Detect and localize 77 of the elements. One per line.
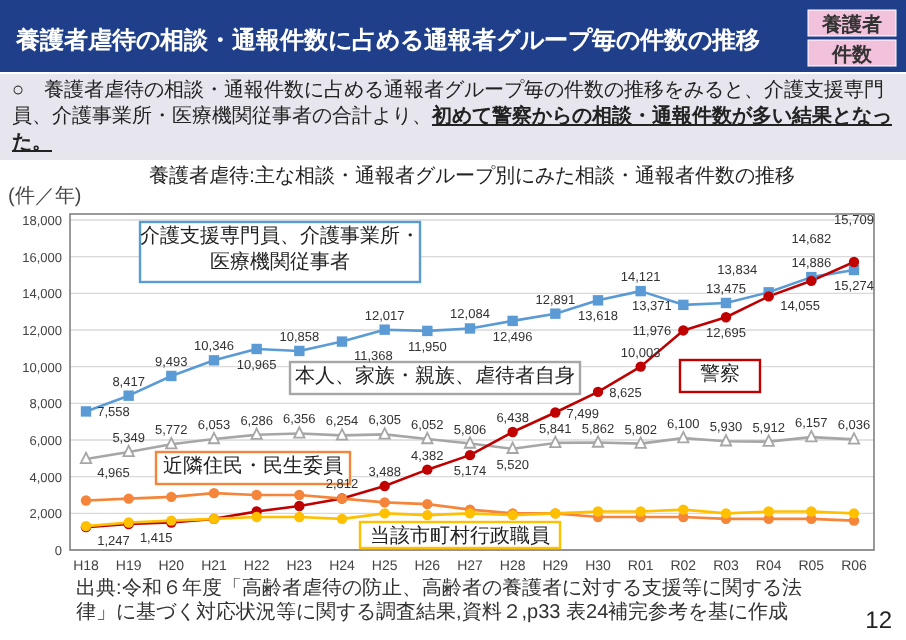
point: [422, 509, 433, 521]
point: [80, 495, 92, 506]
point: [251, 511, 262, 523]
point: [336, 513, 348, 525]
point: [294, 345, 305, 357]
point: [208, 355, 220, 366]
point: [80, 406, 92, 417]
point: [123, 390, 134, 401]
point: [550, 407, 561, 418]
point: [592, 295, 604, 306]
point: [379, 480, 390, 492]
point: [122, 444, 135, 458]
point: [208, 487, 220, 499]
point: [805, 430, 818, 443]
chart-subtitle: 養護者虐待:主な相談・通報者グループ別にみた相談・通報者件数の推移: [149, 164, 795, 188]
point: [464, 323, 476, 334]
point: [463, 436, 477, 449]
point: [336, 336, 348, 347]
point: [464, 449, 476, 461]
point: [592, 386, 604, 398]
point: [719, 434, 733, 447]
point: [720, 508, 732, 519]
point: [592, 506, 604, 517]
point: [421, 431, 434, 445]
point: [123, 493, 134, 504]
point: [294, 511, 305, 523]
point: [422, 498, 433, 510]
point: [422, 464, 433, 475]
series-label: 警察: [680, 360, 760, 388]
series-label: 近隣住民・民生委員: [156, 452, 350, 480]
point: [635, 285, 646, 297]
point: [763, 506, 774, 517]
text: 養護者: [820, 13, 882, 37]
point: [678, 504, 689, 515]
point: [848, 256, 860, 268]
point: [678, 325, 689, 336]
point: [806, 506, 817, 517]
point: [379, 324, 390, 335]
point: [550, 308, 561, 319]
y-axis-title: (件／年): [8, 184, 82, 208]
point: [251, 489, 262, 501]
series-label: 本人、家族・親族、虐待者自身: [290, 362, 580, 390]
point: [634, 436, 647, 449]
text: 件数: [830, 43, 874, 67]
point: [422, 325, 433, 337]
point: [591, 435, 605, 448]
point: [293, 426, 306, 439]
point: [635, 506, 646, 517]
chart-title: 養護者虐待の相談・通報件数に占める通報者グループ毎の件数の推移: [14, 26, 760, 54]
series-label: 当該市町村行政職員: [360, 522, 560, 550]
point: [549, 435, 562, 449]
point: [250, 427, 263, 440]
point: [165, 437, 178, 450]
point: [677, 431, 690, 444]
point: [294, 489, 305, 501]
point: [166, 491, 177, 503]
point: [762, 434, 775, 447]
point: [166, 370, 177, 382]
point: [720, 297, 732, 309]
point: [507, 315, 518, 327]
point: [635, 361, 646, 372]
point: [506, 441, 519, 454]
point: [847, 432, 861, 445]
point: [79, 451, 93, 465]
point: [251, 343, 262, 355]
point: [335, 428, 349, 441]
point: [207, 431, 221, 445]
point: [848, 508, 860, 519]
point: [720, 312, 732, 323]
text: ○ 養護者虐待の相談・通報件数に占める通報者グループ毎の件数の推移をみると、介護支援専門員、介護事業所・医療機関従事者の合計より、初めて警察からの相談・通報件数が多い結果となった。: [12, 80, 892, 154]
point: [379, 508, 390, 519]
point: [378, 427, 391, 440]
text: 12: [865, 606, 893, 634]
point: [379, 497, 390, 508]
point: [678, 299, 689, 311]
point: [294, 500, 305, 512]
point: [507, 426, 518, 438]
